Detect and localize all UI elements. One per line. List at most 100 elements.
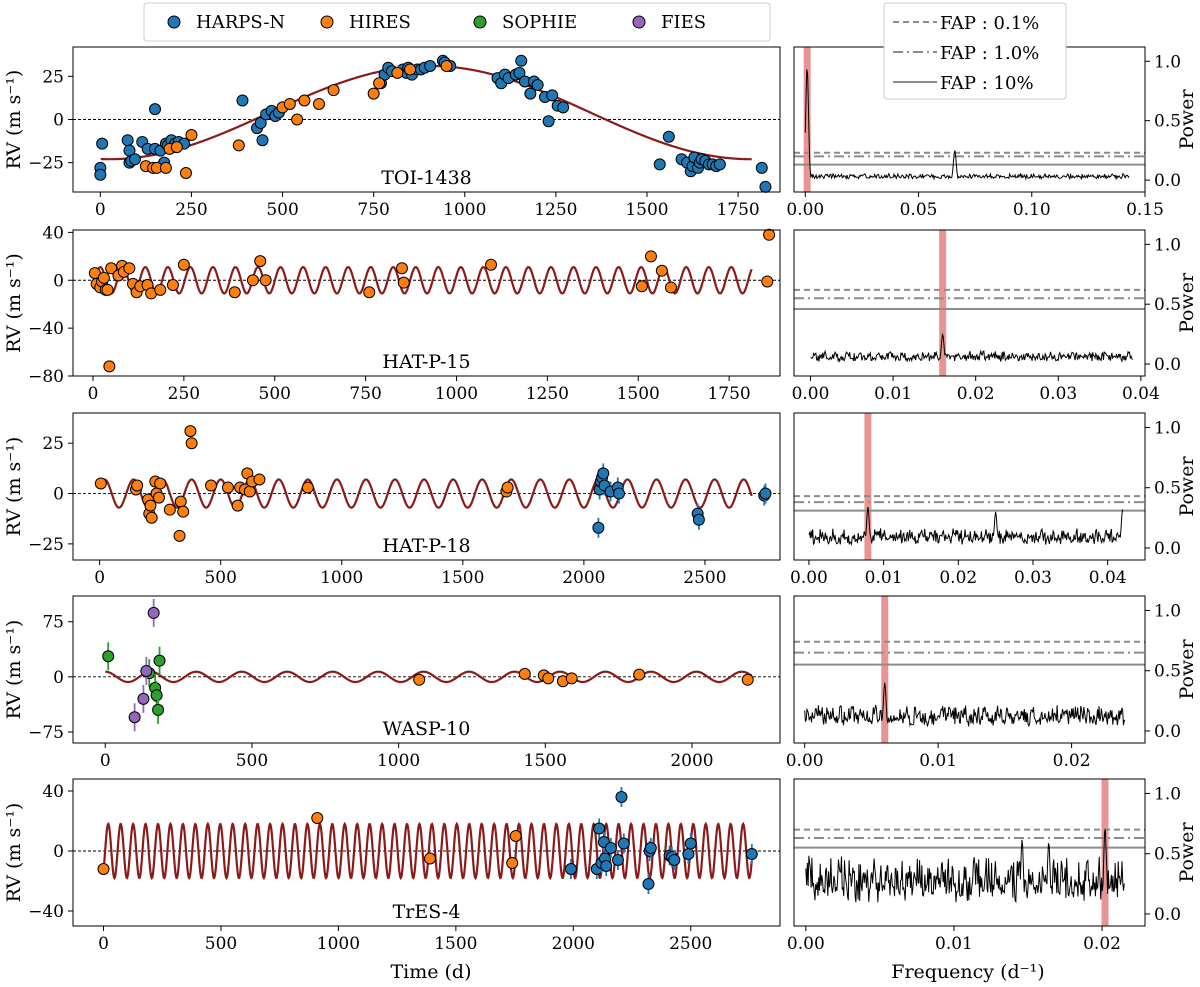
data-point xyxy=(424,852,437,865)
y-tick-label: 0.5 xyxy=(1154,662,1181,682)
periodogram-panel-wasp-10: 0.00 0.01 0.02 0.0 0.5 1.0 Power xyxy=(786,595,1198,771)
data-point xyxy=(600,860,613,872)
data-point xyxy=(655,264,668,277)
y-tick-label: 0.5 xyxy=(1154,479,1181,499)
data-point xyxy=(291,113,304,126)
data-point xyxy=(179,167,192,180)
data-point xyxy=(763,228,776,241)
instrument-legend: HARPS-N HIRES SOPHIE FIES xyxy=(143,2,771,42)
period-marker xyxy=(1101,779,1109,926)
data-point xyxy=(611,854,624,866)
fap-legend-label: FAP : 1.0% xyxy=(940,43,1039,64)
x-tick-label: 2500 xyxy=(683,568,726,588)
y-axis-label-power: Power xyxy=(1176,456,1198,517)
y-tick-label: −25 xyxy=(28,535,64,555)
series-hires xyxy=(413,667,754,688)
data-point xyxy=(131,479,144,492)
data-point xyxy=(228,286,241,299)
data-point xyxy=(170,141,183,154)
x-tick-label: 0.00 xyxy=(786,200,824,220)
data-point xyxy=(653,158,666,171)
y-tick-label: 75 xyxy=(42,613,64,633)
x-tick-label: 500 xyxy=(266,200,298,220)
data-point xyxy=(185,129,198,142)
y-tick-label: 0 xyxy=(53,668,64,688)
y-tick-label: 0 xyxy=(53,842,64,862)
x-tick-label: 0.03 xyxy=(1039,384,1077,404)
data-point xyxy=(617,837,630,850)
x-tick-label: 1750 xyxy=(707,384,750,404)
y-tick-label: 1.0 xyxy=(1154,601,1181,621)
data-point xyxy=(254,255,267,268)
legend-marker-fies xyxy=(632,15,646,29)
data-point xyxy=(152,703,165,716)
period-marker xyxy=(803,47,811,192)
data-point xyxy=(635,280,648,293)
series-sophie xyxy=(102,642,166,724)
x-tick-label: 0.04 xyxy=(1122,384,1160,404)
x-tick-label: 1500 xyxy=(441,568,484,588)
y-tick-label: −25 xyxy=(28,154,64,174)
x-tick-label: 1500 xyxy=(617,384,660,404)
data-point xyxy=(94,168,107,181)
data-point xyxy=(154,283,167,296)
data-point xyxy=(159,161,172,174)
data-point xyxy=(542,115,555,128)
data-point xyxy=(232,139,245,152)
y-tick-label: −75 xyxy=(28,723,64,743)
x-tick-label: 500 xyxy=(204,568,236,588)
x-tick-label: 1000 xyxy=(435,384,478,404)
y-tick-label: 1.0 xyxy=(1154,52,1181,72)
y-tick-label: −40 xyxy=(28,319,64,339)
x-tick-label: 500 xyxy=(259,384,291,404)
y-axis-label-power: Power xyxy=(1176,89,1198,150)
data-point xyxy=(298,94,311,107)
x-tick-label: 750 xyxy=(349,384,381,404)
data-point xyxy=(513,66,526,79)
y-axis-label-power: Power xyxy=(1176,272,1198,333)
fap-legend-label: FAP : 10% xyxy=(940,73,1034,94)
y-axis-label-rv: RV (m s⁻¹) xyxy=(3,70,25,170)
data-point xyxy=(604,842,617,854)
x-tick-label: 0.02 xyxy=(957,384,995,404)
x-tick-label: 1500 xyxy=(434,934,477,954)
target-name: WASP-10 xyxy=(383,718,471,740)
data-point xyxy=(684,837,697,850)
data-point xyxy=(253,473,266,486)
x-tick-label: 0.01 xyxy=(874,384,912,404)
data-point xyxy=(145,511,158,524)
data-point xyxy=(311,812,324,824)
data-point xyxy=(94,477,107,490)
y-tick-label: 0.0 xyxy=(1154,355,1181,375)
data-point xyxy=(123,262,136,275)
keplerian-model-curve xyxy=(100,64,752,161)
x-tick-label: 1000 xyxy=(317,934,360,954)
legend-label-sophie: SOPHIE xyxy=(502,12,577,33)
data-point xyxy=(301,481,314,494)
x-tick-label: 0.01 xyxy=(935,934,973,954)
data-point xyxy=(312,97,325,110)
legend-label-hires: HIRES xyxy=(349,12,411,33)
panels: 0 250 500 750 1000 1250 1500 1750−25025TOI-1438… xyxy=(3,46,1198,954)
period-marker xyxy=(864,413,872,560)
data-point xyxy=(592,521,605,534)
power-curve xyxy=(805,829,1125,904)
data-point xyxy=(259,274,272,287)
plot-frame xyxy=(793,412,1146,561)
data-point xyxy=(102,650,115,663)
rv-panel-toi-1438: 0 250 500 750 1000 1250 1500 1750 −25 0 25 TOI-1438… xyxy=(3,46,781,220)
power-curve xyxy=(804,682,1126,728)
data-point xyxy=(713,158,726,171)
y-axis-label-rv: RV (m s⁻¹) xyxy=(3,437,25,537)
data-point xyxy=(506,857,519,869)
data-point xyxy=(593,822,606,835)
target-name: HAT-P-18 xyxy=(382,535,470,557)
data-point xyxy=(518,667,531,680)
x-tick-label: 1000 xyxy=(377,751,420,771)
data-point xyxy=(542,672,555,685)
data-point xyxy=(97,271,110,284)
data-point xyxy=(174,495,187,508)
series-fies xyxy=(128,598,160,732)
legend-label-harps-n: HARPS-N xyxy=(196,12,285,33)
legend-marker-harps-n xyxy=(167,15,181,29)
